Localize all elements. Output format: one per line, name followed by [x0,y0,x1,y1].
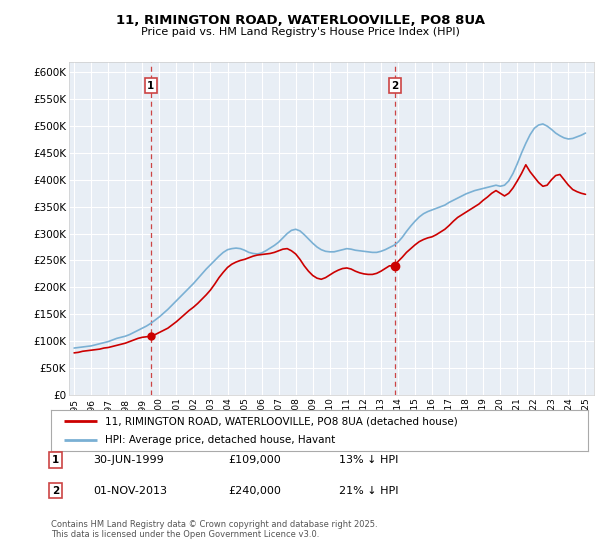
Text: Contains HM Land Registry data © Crown copyright and database right 2025.
This d: Contains HM Land Registry data © Crown c… [51,520,377,539]
Text: 1: 1 [147,81,154,91]
Text: 11, RIMINGTON ROAD, WATERLOOVILLE, PO8 8UA: 11, RIMINGTON ROAD, WATERLOOVILLE, PO8 8… [115,14,485,27]
Text: 2: 2 [52,486,59,496]
Text: 13% ↓ HPI: 13% ↓ HPI [339,455,398,465]
Text: 01-NOV-2013: 01-NOV-2013 [93,486,167,496]
Text: 11, RIMINGTON ROAD, WATERLOOVILLE, PO8 8UA (detached house): 11, RIMINGTON ROAD, WATERLOOVILLE, PO8 8… [105,417,457,426]
Text: HPI: Average price, detached house, Havant: HPI: Average price, detached house, Hava… [105,435,335,445]
Text: £109,000: £109,000 [228,455,281,465]
Text: £240,000: £240,000 [228,486,281,496]
Text: 1: 1 [52,455,59,465]
Text: 2: 2 [391,81,399,91]
Text: 21% ↓ HPI: 21% ↓ HPI [339,486,398,496]
Text: Price paid vs. HM Land Registry's House Price Index (HPI): Price paid vs. HM Land Registry's House … [140,27,460,37]
Text: 30-JUN-1999: 30-JUN-1999 [93,455,164,465]
